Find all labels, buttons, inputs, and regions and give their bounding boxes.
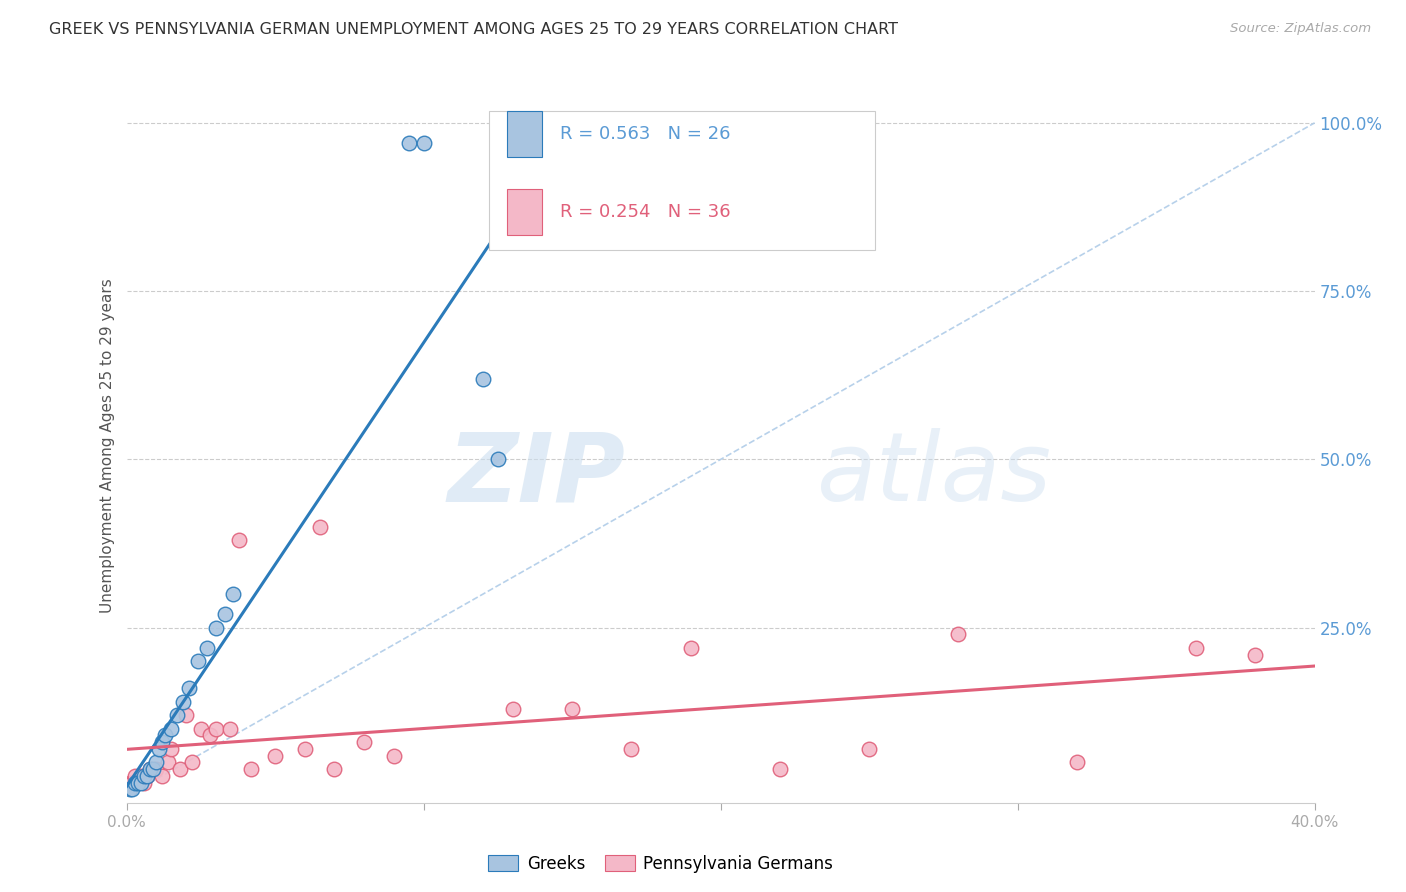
Point <box>131 775 153 789</box>
Y-axis label: Unemployment Among Ages 25 to 29 years: Unemployment Among Ages 25 to 29 years <box>100 278 115 614</box>
Point <box>187 655 209 669</box>
Text: GREEK VS PENNSYLVANIA GERMAN UNEMPLOYMENT AMONG AGES 25 TO 29 YEARS CORRELATION : GREEK VS PENNSYLVANIA GERMAN UNEMPLOYMEN… <box>49 22 898 37</box>
Point <box>353 735 375 749</box>
Point <box>142 762 165 776</box>
Bar <box>506 189 543 235</box>
Point <box>136 769 159 783</box>
Bar <box>506 111 543 157</box>
Point <box>471 372 495 386</box>
Text: R = 0.563   N = 26: R = 0.563 N = 26 <box>560 125 731 143</box>
Text: Source: ZipAtlas.com: Source: ZipAtlas.com <box>1230 22 1371 36</box>
Point <box>412 136 434 150</box>
Point <box>398 136 420 150</box>
Point <box>561 701 583 715</box>
Point <box>204 722 226 736</box>
Point <box>153 729 176 743</box>
Text: ZIP: ZIP <box>447 428 626 521</box>
Point <box>1184 640 1206 655</box>
FancyBboxPatch shape <box>489 111 875 250</box>
Point <box>169 762 191 776</box>
Text: atlas: atlas <box>815 428 1050 521</box>
Point <box>124 769 146 783</box>
Point <box>172 695 194 709</box>
Point <box>948 627 970 641</box>
Point <box>160 742 183 756</box>
Point <box>214 607 236 622</box>
Point <box>150 769 173 783</box>
Point <box>148 742 170 756</box>
Point <box>166 708 188 723</box>
Point <box>150 735 173 749</box>
Point <box>198 729 221 743</box>
Point <box>160 722 183 736</box>
Point <box>228 533 250 548</box>
Point <box>204 621 226 635</box>
Point <box>145 762 167 776</box>
Point <box>240 762 263 776</box>
Point <box>127 775 149 789</box>
Point <box>264 748 287 763</box>
Text: R = 0.254   N = 36: R = 0.254 N = 36 <box>560 203 731 221</box>
Point <box>486 452 509 467</box>
Point <box>620 742 643 756</box>
Point <box>177 681 200 696</box>
Point <box>382 748 405 763</box>
Point <box>136 769 159 783</box>
Point <box>769 762 792 776</box>
Point <box>222 587 245 601</box>
Legend: Greeks, Pennsylvania Germans: Greeks, Pennsylvania Germans <box>482 848 839 880</box>
Point <box>308 520 330 534</box>
Point <box>323 762 346 776</box>
Point <box>294 742 316 756</box>
Point <box>858 742 880 756</box>
Point <box>180 756 202 770</box>
Point <box>190 722 212 736</box>
Point <box>139 762 162 776</box>
Point <box>195 640 218 655</box>
Point <box>131 769 153 783</box>
Point <box>118 782 141 797</box>
Point <box>134 769 156 783</box>
Point <box>124 775 146 789</box>
Point <box>679 640 702 655</box>
Point <box>118 775 141 789</box>
Point <box>121 782 143 797</box>
Point <box>145 756 167 770</box>
Point <box>157 756 180 770</box>
Point <box>174 708 197 723</box>
Point <box>139 762 162 776</box>
Point <box>502 701 524 715</box>
Point <box>1066 756 1088 770</box>
Point <box>219 722 242 736</box>
Point <box>121 775 143 789</box>
Point <box>134 775 156 789</box>
Point <box>1244 648 1267 662</box>
